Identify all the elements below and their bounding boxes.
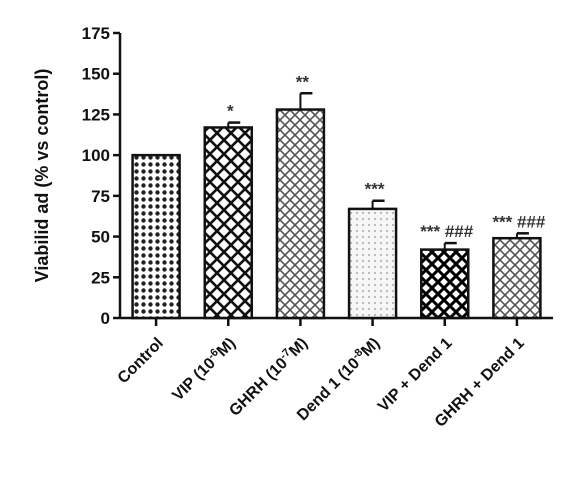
label-text: Dend 1 (10 — [294, 355, 363, 424]
label-text: VIP (10 — [169, 355, 219, 405]
label-text: VIP + Dend 1 — [375, 335, 456, 416]
bar-vip-dend — [420, 248, 470, 320]
significance-label-vip-dend: *** ### — [420, 222, 473, 241]
bar-ghrh — [275, 108, 326, 320]
label-text: GHRH (10 — [226, 355, 291, 420]
error-bar-dend — [371, 199, 385, 209]
error-bar-vip — [227, 121, 241, 128]
y-tick-label: 50 — [91, 228, 110, 247]
error-bar-ghrh — [299, 92, 313, 110]
x-tick-label-vip: VIP (10-6M) — [168, 333, 239, 404]
x-tick-label-control: Control — [115, 335, 167, 387]
bar-control — [131, 153, 181, 320]
axes — [118, 33, 553, 320]
y-tick-label: 125 — [82, 105, 110, 124]
y-axis-title: Viabilid ad (% vs control) — [32, 69, 52, 283]
error-bar-vip-dend — [443, 241, 457, 250]
y-tick-label: 25 — [91, 268, 110, 287]
x-ticks: Control VIP (10-6M)GHRH (10-7M)Dend 1 (10… — [115, 318, 528, 431]
bar-vip — [203, 126, 253, 320]
bar-ghrh-dend — [492, 236, 542, 320]
y-ticks: 0 25 50 75 100 125 150 175 — [82, 24, 120, 328]
label-text: Control — [115, 335, 167, 387]
significance-label-ghrh-dend: *** ### — [492, 212, 545, 231]
error-bar-ghrh-dend — [515, 232, 529, 239]
y-tick-label: 175 — [82, 24, 110, 43]
bars: ********* ###*** ### — [131, 72, 546, 320]
x-tick-label-vip-dend: VIP + Dend 1 — [375, 335, 456, 416]
y-tick-label: 75 — [91, 187, 110, 206]
y-tick-label: 150 — [82, 65, 110, 84]
bar-dend — [347, 207, 398, 320]
y-tick-label: 100 — [82, 146, 110, 165]
significance-label-ghrh: ** — [296, 72, 310, 91]
significance-label-dend: *** — [365, 180, 385, 199]
y-tick-label: 0 — [101, 309, 110, 328]
significance-label-vip: * — [227, 102, 234, 121]
